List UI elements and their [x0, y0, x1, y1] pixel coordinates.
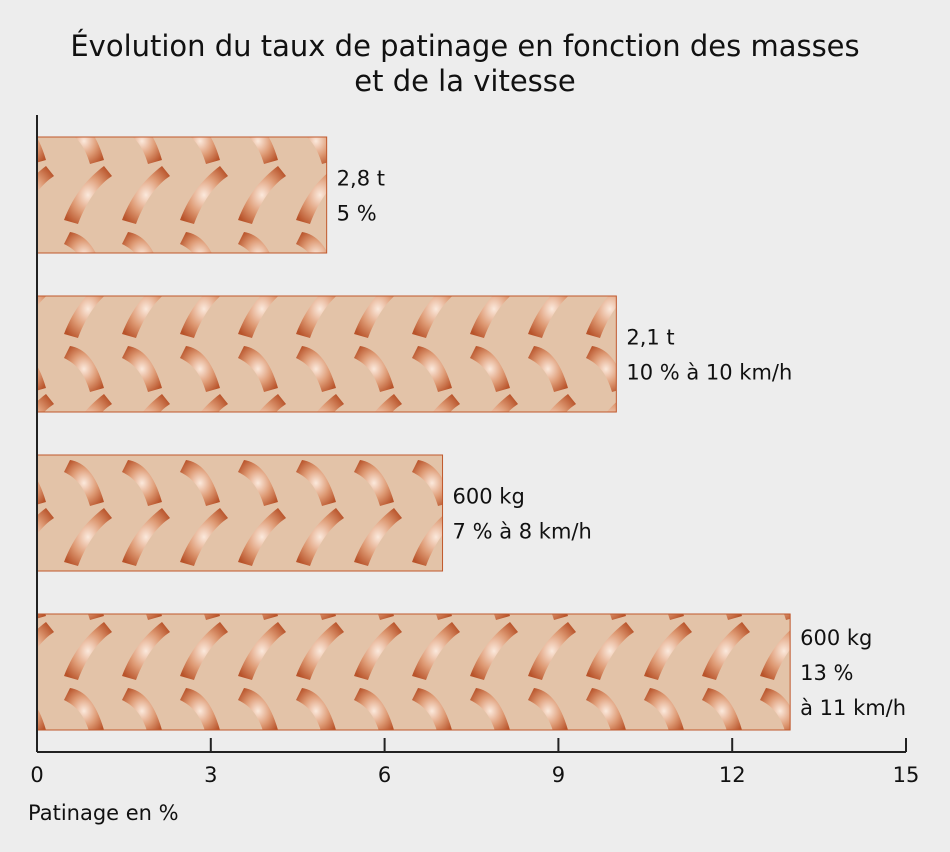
- bar-2-label-line-1: 2,1 t: [626, 326, 674, 350]
- bars-group: 2,8 t 5 % 2,1 t 10 % à 10 km/h 600 kg 7 % à 8…: [36, 136, 906, 731]
- x-axis-ticks: 0 3 6 9 12 15: [30, 738, 919, 787]
- bar-3-label-line-1: 600 kg: [453, 485, 525, 509]
- bar-2-label-line-2: 10 % à 10 km/h: [626, 361, 792, 385]
- x-axis-title: Patinage en %: [28, 801, 179, 825]
- bar-4: [36, 613, 791, 731]
- bar-1-label-line-1: 2,8 t: [337, 167, 385, 191]
- bar-1-label-line-2: 5 %: [337, 202, 377, 226]
- bar-3: [36, 454, 444, 572]
- chart-title-line-1: Évolution du taux de patinage en fonctio…: [70, 29, 859, 63]
- x-tick-label-15: 15: [893, 763, 920, 787]
- bar-4-label-line-3: à 11 km/h: [800, 696, 906, 720]
- bar-4-label-line-2: 13 %: [800, 661, 853, 685]
- x-tick-label-9: 9: [552, 763, 565, 787]
- bar-3-label-line-2: 7 % à 8 km/h: [453, 520, 592, 544]
- bar-4-label-line-1: 600 kg: [800, 626, 872, 650]
- bar-2: [36, 295, 617, 413]
- x-tick-label-0: 0: [30, 763, 43, 787]
- x-tick-label-12: 12: [719, 763, 746, 787]
- x-tick-label-6: 6: [378, 763, 391, 787]
- x-tick-label-3: 3: [204, 763, 217, 787]
- bar-1: [36, 136, 328, 254]
- chart-title-line-2: et de la vitesse: [354, 64, 575, 98]
